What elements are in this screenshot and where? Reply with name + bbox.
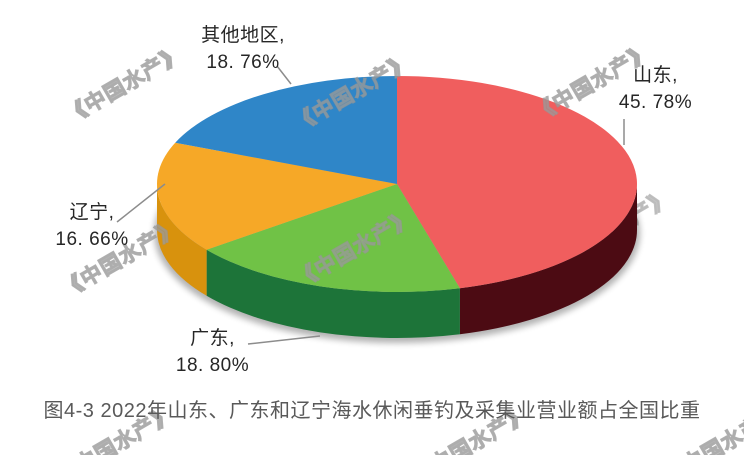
pie-slice-other-regions — [175, 76, 397, 184]
slice-label-text: 辽宁, — [69, 202, 115, 223]
slice-value-text: 18. 80% — [175, 355, 250, 376]
leader-line-guangdong — [247, 335, 321, 345]
leader-line-other-regions — [276, 65, 292, 85]
pie-slice-side-liaoning — [157, 184, 207, 296]
pie-slice-guangdong — [206, 184, 460, 292]
slice-label-liaoning: 辽宁, 16. 66% — [36, 199, 148, 253]
slice-label-text: 广东, — [190, 328, 235, 349]
slice-value-text: 18. 76% — [206, 52, 280, 73]
slice-label-text: 山东, — [633, 65, 678, 86]
figure-caption: 图4-3 2022年山东、广东和辽宁海水休闲垂钓及采集业营业额占全国比重 — [43, 400, 701, 422]
pie-slice-liaoning — [157, 142, 397, 250]
leader-line-liaoning — [116, 183, 166, 223]
slice-value-text: 16. 66% — [55, 229, 129, 250]
pie-slice-shandong — [397, 76, 638, 289]
pie-slice-side-shandong — [459, 184, 637, 335]
slice-label-shandong: 山东, 45. 78% — [598, 62, 713, 116]
slice-value-text: 45. 78% — [618, 92, 693, 113]
pie-slice-side-guangdong — [206, 249, 460, 338]
slice-label-guangdong: 广东, 18. 80% — [155, 325, 270, 379]
slice-label-other-regions: 其他地区, 18. 76% — [178, 22, 308, 76]
slice-label-text: 其他地区, — [201, 25, 285, 46]
